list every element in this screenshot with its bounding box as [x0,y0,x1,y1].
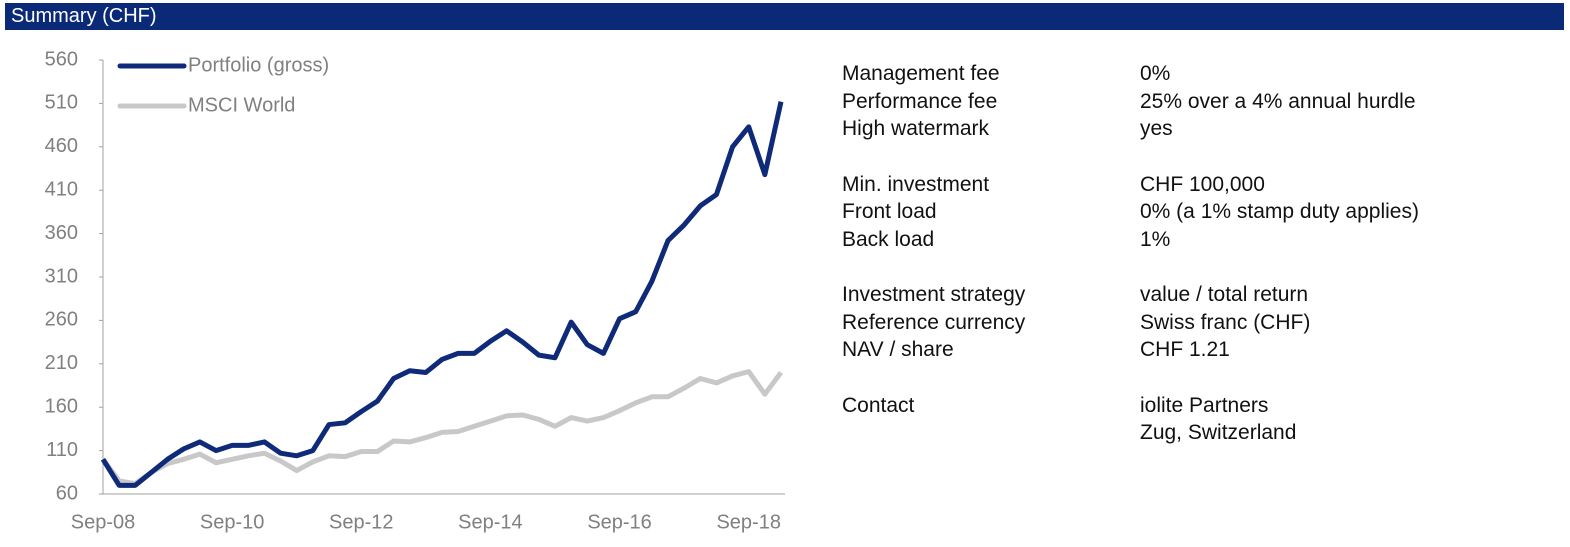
fact-row: Front load 0% (a 1% stamp duty applies) [842,198,1419,226]
y-tick-label: 210 [45,352,78,374]
fact-value: value / total return [1140,281,1308,309]
y-tick-label: 110 [46,439,78,461]
fact-row: NAV / share CHF 1.21 [842,336,1419,364]
x-tick-label: Sep-08 [71,511,136,533]
fact-label: Contact [842,393,915,417]
fact-label: Investment strategy [842,283,1026,306]
fact-value-line: CHF 1.21 [1140,338,1230,361]
fact-label: Min. investment [842,172,990,196]
fact-value-line: Swiss franc (CHF) [1140,310,1311,334]
fact-row: Performance fee 25% over a 4% annual hurd… [842,88,1419,116]
fact-value-line: 25% over a 4% annual hurdle [1140,89,1416,113]
fact-row: Reference currency Swiss franc (CHF) [842,309,1419,337]
y-tick-label: 260 [45,309,78,331]
fact-group: Investment strategy value / total return R… [842,281,1419,364]
fact-label: High watermark [842,117,990,140]
fact-value-line: iolite Partners [1140,393,1269,417]
fact-row: Investment strategy value / total return [842,281,1419,309]
x-tick-label: Sep-10 [200,511,265,533]
fact-label: Front load [842,200,937,223]
y-tick-label: 310 [45,265,78,287]
header-bar: Summary (CHF) [5,3,1564,30]
fact-value: CHF 1.21 [1140,336,1230,364]
y-tick-label: 160 [45,395,78,417]
fact-value: 25% over a 4% annual hurdle [1140,88,1416,116]
x-tick-label: Sep-14 [458,511,523,533]
fact-value: Swiss franc (CHF) [1140,309,1310,337]
fact-group: Management fee 0% Performance fee 25% over … [842,60,1419,143]
fact-row: Min. investment CHF 100,000 [842,171,1419,199]
fact-row: Contact iolite Partners Zug, Switzerland [842,392,1419,447]
fact-group: Min. investment CHF 100,000 Front load 0% (… [842,171,1419,254]
fact-row: High watermark yes [842,115,1419,143]
legend-label: MSCI World [188,94,295,116]
fact-value-line: 0% (a 1% stamp duty applies) [1140,200,1419,223]
fact-value-line: 1% [1140,227,1171,251]
fact-value-line: 0% [1140,62,1171,85]
y-tick-label: 460 [45,135,78,157]
y-tick-label: 360 [45,222,78,244]
fact-label: Back load [842,227,935,251]
x-tick-label: Sep-16 [587,511,652,533]
y-tick-label: 60 [56,482,78,504]
fact-value: 1% [1140,226,1170,254]
header-title: Summary (CHF) [11,5,157,27]
fact-value: 0% [1140,60,1170,88]
fact-value: 0% (a 1% stamp duty applies) [1140,198,1419,226]
y-tick-label: 410 [45,178,78,200]
fact-label: Reference currency [842,310,1026,334]
fact-row: Management fee 0% [842,60,1419,88]
fact-value-line: CHF 100,000 [1140,172,1265,196]
fact-value-line: yes [1140,117,1173,140]
fact-value: iolite Partners Zug, Switzerland [1140,392,1296,447]
fact-label: Performance fee [842,89,998,113]
fact-row: Back load 1% [842,226,1419,254]
fact-value: CHF 100,000 [1140,171,1265,199]
fact-group: Contact iolite Partners Zug, Switzerland [842,392,1419,447]
series-line [100,369,784,487]
fact-value: yes [1140,115,1173,143]
series-line [100,101,784,488]
y-tick-label: 510 [45,92,78,114]
facts: Management fee 0% Performance fee 25% over … [842,60,1419,475]
x-tick-label: Sep-12 [329,511,394,533]
fact-label: Management fee [842,62,1000,85]
chart: 60 110 160 210 260 310 360 410 460 510 560 Sep-08 Se… [45,48,785,533]
fact-label: NAV / share [842,338,954,361]
fact-value-line: Zug, Switzerland [1140,421,1297,444]
x-tick-label: Sep-18 [716,511,781,533]
y-tick-label: 560 [45,48,78,70]
legend-label: Portfolio (gross) [188,54,329,76]
fact-value-line: value / total return [1140,283,1309,306]
